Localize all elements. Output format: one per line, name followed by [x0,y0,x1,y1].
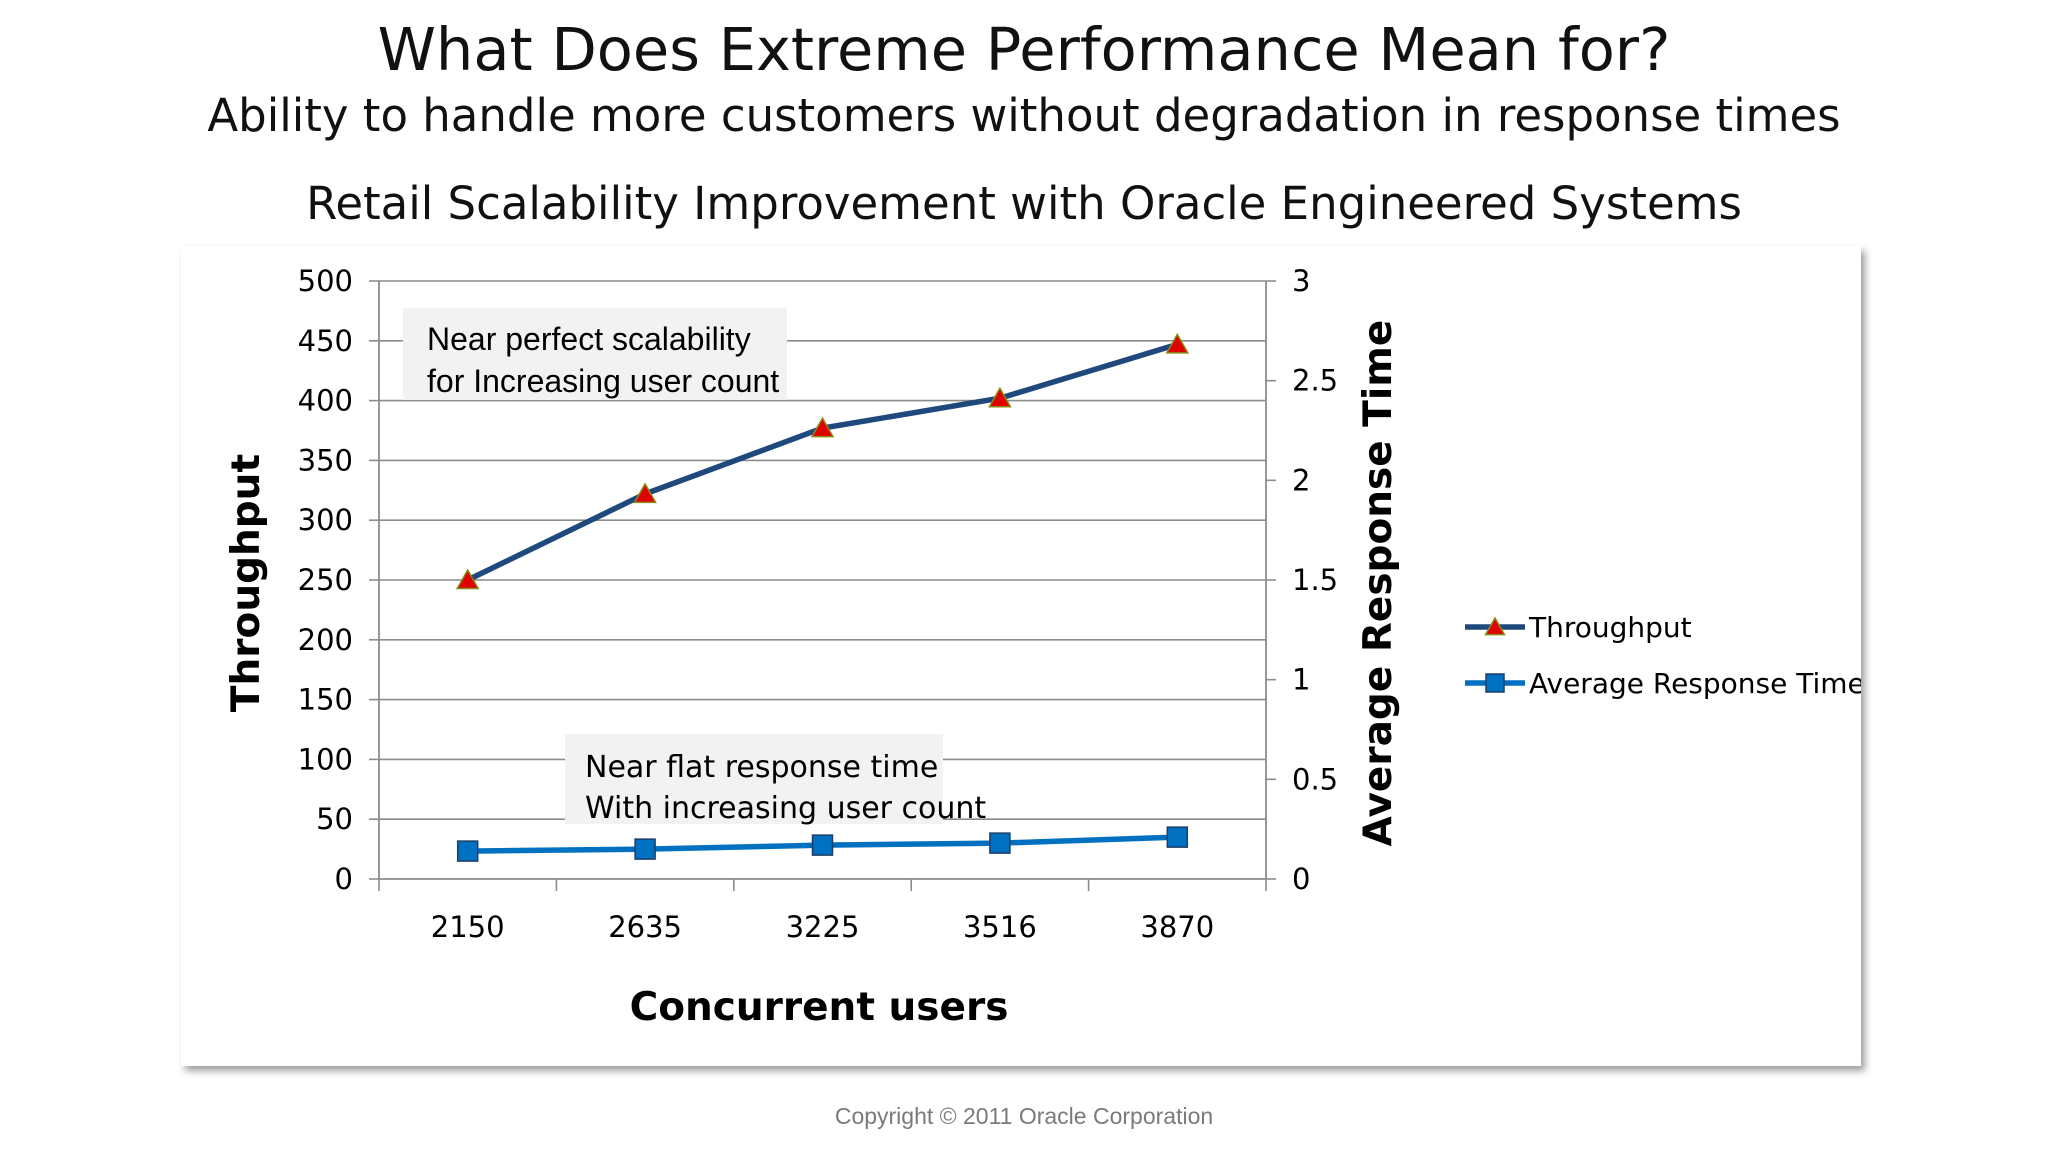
legend-label-average-response-time: Average Response Time [1529,667,1861,700]
y-tick-label: 150 [298,683,353,717]
annotation-response-line-1: Near flat response time [585,750,938,785]
y-tick-label: 0 [335,862,353,896]
y-tick-label: 350 [298,443,353,477]
chart-svg: 0 50 100 150 200 250 300 350 400 450 500 0 0.5 1 1.5 2 2… [181,246,1861,1066]
y2-tick-label: 3 [1292,264,1310,298]
data-point-average-response-time [635,839,655,859]
y2-tick-label: 1 [1292,663,1310,697]
x-tick-label: 2635 [608,910,682,944]
chart-title: Retail Scalability Improvement with Orac… [0,174,2048,234]
y-tick-label: 450 [298,324,353,358]
y-tick-label: 400 [298,384,353,418]
annotation-scalability-line-1: Near perfect scalability [427,321,751,357]
y-axis-title: Throughput [224,454,269,712]
y2-tick-label: 2.5 [1292,364,1338,398]
y-tick-label: 200 [298,623,353,657]
y2-tick-label: 0.5 [1292,762,1338,796]
annotations-lower: Near flat response time With increasing … [565,734,986,826]
annotation-scalability: Near perfect scalability for Increasing … [403,308,787,400]
copyright: Copyright © 2011 Oracle Corporation [0,1103,2048,1130]
y-tick-label: 300 [298,503,353,537]
annotation-response-line-2: With increasing user count [585,791,986,826]
legend-label-throughput: Throughput [1528,611,1692,644]
data-point-throughput [1167,334,1188,353]
x-tick-label: 3516 [963,910,1037,944]
y2-tick-label: 2 [1292,463,1310,497]
y-tick-label: 500 [298,264,353,298]
slide-title: What Does Extreme Performance Mean for? [0,14,2048,86]
annotations: Near perfect scalability for Increasing … [403,308,787,400]
x-tick-label: 3225 [786,910,860,944]
legend-marker-average-response-time [1486,674,1504,692]
data-point-average-response-time [1167,827,1187,847]
x-tick-label: 2150 [431,910,505,944]
data-point-average-response-time [813,835,833,855]
y2-axis-title: Average Response Time [1356,320,1401,847]
legend: Throughput Average Response Time [1465,611,1861,700]
data-point-average-response-time [458,841,478,861]
y-tick-label: 250 [298,563,353,597]
annotation-scalability-line-2: for Increasing user count [427,363,779,399]
x-tick-label: 3870 [1140,910,1214,944]
y2-tick-label: 0 [1292,862,1310,896]
data-point-average-response-time [990,833,1010,853]
slide-subtitle: Ability to handle more customers without… [0,86,2048,146]
chart-panel: 0 50 100 150 200 250 300 350 400 450 500 0 0.5 1 1.5 2 2… [181,246,1861,1066]
y2-tick-label: 1.5 [1292,563,1338,597]
y-tick-label: 50 [316,802,353,836]
x-axis-title: Concurrent users [630,985,1009,1030]
annotation-response: Near flat response time With increasing … [565,734,986,826]
y-tick-label: 100 [298,742,353,776]
